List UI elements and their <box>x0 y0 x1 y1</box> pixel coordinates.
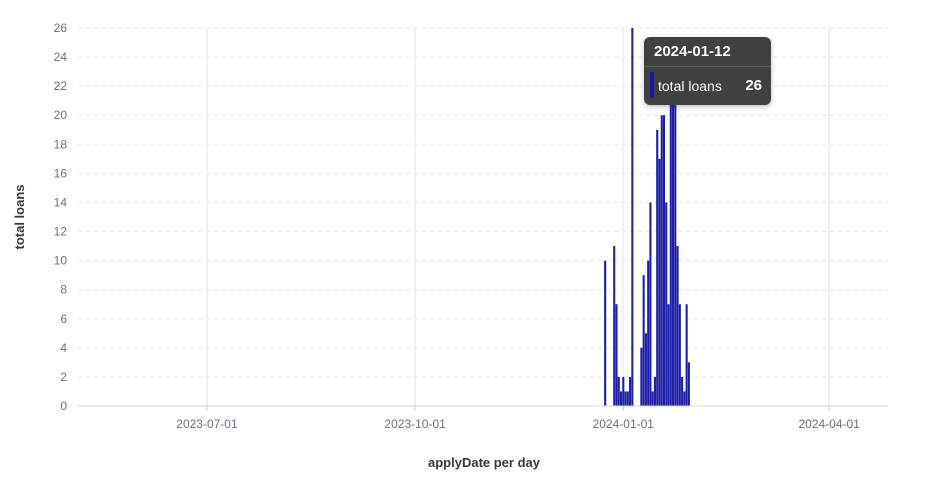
x-tick-label: 2024-04-01 <box>798 417 860 431</box>
y-tick-label: 24 <box>54 50 68 64</box>
tooltip-value: 26 <box>745 77 762 94</box>
bar[interactable] <box>613 246 615 406</box>
x-axis-ticks: 2023-07-01 2023-10-01 2024-01-01 2024-04-01 <box>176 406 860 431</box>
bar[interactable] <box>625 391 627 406</box>
y-tick-label: 2 <box>60 370 67 384</box>
chart-tooltip: 2024-01-12 total loans 26 <box>644 37 771 105</box>
bar[interactable] <box>686 304 688 406</box>
bar[interactable] <box>649 202 651 406</box>
bar[interactable] <box>615 304 617 406</box>
y-tick-label: 22 <box>54 79 68 93</box>
y-tick-label: 14 <box>54 195 68 209</box>
bar[interactable] <box>643 275 645 406</box>
bar[interactable] <box>661 115 663 406</box>
bar[interactable] <box>679 304 681 406</box>
bar[interactable] <box>645 333 647 406</box>
bar[interactable] <box>658 159 660 406</box>
bar[interactable] <box>656 130 658 406</box>
bar[interactable] <box>604 261 606 406</box>
bar[interactable] <box>674 72 676 406</box>
y-tick-label: 6 <box>60 312 67 326</box>
y-axis-title: total loans <box>12 184 27 249</box>
bar[interactable] <box>627 391 629 406</box>
bar[interactable] <box>618 377 620 406</box>
y-tick-label: 20 <box>54 108 68 122</box>
x-tick-label: 2024-01-01 <box>593 417 655 431</box>
bar[interactable] <box>672 57 674 406</box>
y-tick-label: 0 <box>60 399 67 413</box>
x-tick-label: 2023-07-01 <box>176 417 238 431</box>
bar[interactable] <box>640 348 642 406</box>
y-tick-label: 16 <box>54 166 68 180</box>
bar[interactable] <box>688 362 690 406</box>
bar[interactable] <box>670 86 672 406</box>
bar[interactable] <box>665 202 667 406</box>
bar[interactable] <box>683 391 685 406</box>
y-tick-label: 26 <box>54 21 68 35</box>
y-tick-label: 4 <box>60 341 67 355</box>
y-tick-label: 8 <box>60 283 67 297</box>
bar[interactable] <box>622 377 624 406</box>
x-tick-label: 2023-10-01 <box>384 417 446 431</box>
bar[interactable] <box>620 391 622 406</box>
bar[interactable] <box>681 377 683 406</box>
x-axis-title: applyDate per day <box>428 455 541 470</box>
bar[interactable] <box>677 246 679 406</box>
bar[interactable] <box>663 115 665 406</box>
tooltip-date: 2024-01-12 <box>644 37 771 67</box>
tooltip-series-swatch <box>650 72 654 98</box>
y-tick-label: 10 <box>54 254 68 268</box>
tooltip-row: total loans 26 <box>644 67 771 105</box>
y-tick-label: 18 <box>54 137 68 151</box>
tooltip-series-name: total loans <box>658 78 722 94</box>
bar[interactable] <box>654 377 656 406</box>
bar[interactable] <box>647 261 649 406</box>
bar[interactable] <box>631 28 633 406</box>
y-tick-label: 12 <box>54 225 68 239</box>
bar[interactable] <box>629 377 631 406</box>
bar[interactable] <box>668 304 670 406</box>
bar[interactable] <box>652 391 654 406</box>
